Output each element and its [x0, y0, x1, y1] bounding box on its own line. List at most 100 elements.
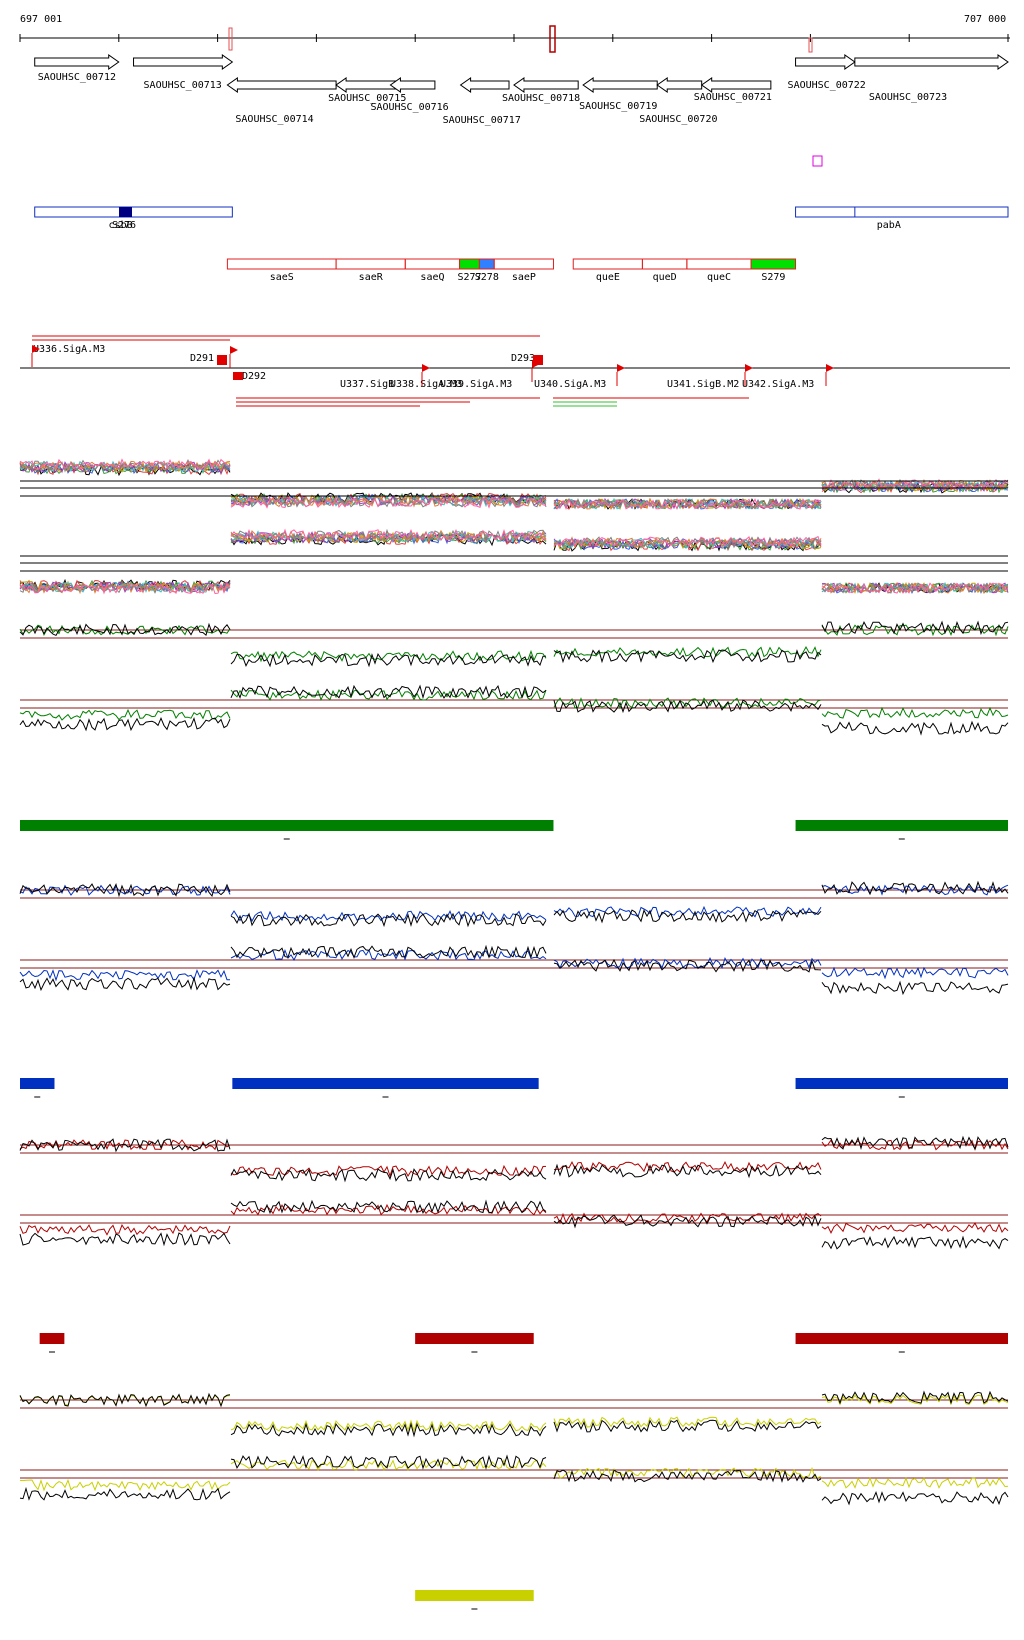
promoter-label: U340.SigA.M3 — [534, 379, 606, 390]
expression-profile — [19, 531, 1009, 594]
promoter-track: U336.SigA.M3 D291 D292 D293 U337.SigBU338.Si… — [20, 335, 1010, 407]
ruler-feature-marker — [228, 27, 233, 51]
gene-label: SAOUHSC_00722 — [788, 80, 866, 91]
operon-label: saeQ — [420, 272, 444, 283]
operon-box-red — [226, 258, 337, 270]
operon-label: saeR — [359, 272, 384, 283]
expression-bar — [415, 1333, 534, 1344]
gene-arrow — [34, 54, 120, 70]
promoter-flag-head — [617, 364, 625, 372]
expression-profile — [19, 459, 1009, 510]
promoter-flag-head — [745, 364, 753, 372]
expression-bar — [795, 820, 1008, 831]
expression-profile — [19, 1454, 1009, 1506]
operon-box-red — [478, 258, 495, 270]
operon-box-red — [493, 258, 554, 270]
operon-feature-mark — [119, 207, 132, 217]
operon-label: saeS — [270, 272, 294, 283]
operon-label: queE — [596, 272, 620, 283]
operon-label: S279 — [761, 272, 785, 283]
expression-bar — [232, 1078, 539, 1089]
gene-label: SAOUHSC_00716 — [370, 102, 448, 113]
expression-profile — [19, 1135, 1009, 1183]
ruler-feature-marker — [549, 25, 556, 53]
promoter-label: U339.SigA.M3 — [440, 379, 512, 390]
expression-profile — [19, 1199, 1009, 1250]
expression-bar — [795, 1333, 1008, 1344]
expression-profile — [19, 1139, 1009, 1178]
ruler-start-label: 697 001 — [20, 14, 62, 25]
gene-label: SAOUHSC_00719 — [579, 101, 657, 112]
gene-arrow — [656, 77, 703, 93]
gene-label: SAOUHSC_00720 — [639, 114, 717, 125]
ruler-feature-marker — [808, 37, 813, 53]
gene-arrow — [513, 77, 579, 93]
operon-box-red — [750, 258, 797, 270]
expression-bar — [20, 1078, 55, 1089]
expression-profile — [19, 461, 1009, 510]
gene-arrow — [582, 77, 658, 93]
promoter-label: U336.SigA.M3 — [33, 344, 105, 355]
expression-bar — [795, 1078, 1008, 1089]
operon-label: pabA — [877, 220, 901, 231]
terminator-mark — [233, 372, 243, 380]
expression-bar — [20, 820, 554, 831]
gene-label: SAOUHSC_00717 — [443, 115, 521, 126]
gene-arrow — [854, 54, 1009, 70]
expression-profile — [19, 460, 1009, 510]
expression-profile — [19, 458, 1009, 511]
gene-label: SAOUHSC_00714 — [235, 114, 313, 125]
gene-arrow — [389, 77, 436, 93]
expression-profile — [19, 884, 1009, 923]
gene-arrow — [795, 54, 856, 70]
terminator-mark — [217, 355, 227, 365]
operon-box-red — [404, 258, 461, 270]
operon-box-red — [459, 258, 480, 270]
operon-box-red — [686, 258, 752, 270]
operon-box-blue — [795, 206, 1009, 218]
terminator-mark — [533, 355, 543, 365]
operon-box-red — [335, 258, 406, 270]
operon-box-red — [572, 258, 643, 270]
promoter-label: D291 — [190, 353, 214, 364]
promoter-label: D292 — [242, 371, 266, 382]
promoter-label: U337.SigB — [340, 379, 394, 390]
small-feature-box — [812, 155, 823, 167]
gene-label: SAOUHSC_00715 — [328, 93, 406, 104]
promoter-label: U342.SigA.M3 — [742, 379, 814, 390]
operon-label: queC — [707, 272, 731, 283]
promoter-label: U338.SigA.M3 — [390, 379, 462, 390]
promoter-label: U341.SigB.M2 — [667, 379, 739, 390]
gene-label: SAOUHSC_00713 — [144, 80, 222, 91]
expression-profile — [19, 1390, 1009, 1438]
promoter-flag-head — [422, 364, 430, 372]
gene-arrow — [226, 77, 337, 93]
gene-label: SAOUHSC_00718 — [502, 93, 580, 104]
expression-profile — [19, 684, 1009, 736]
gene-label: SAOUHSC_00721 — [694, 92, 772, 103]
operon-feature-label: S276 — [112, 220, 136, 231]
expression-bar — [415, 1590, 534, 1601]
gene-arrow — [459, 77, 510, 93]
expression-profile — [19, 623, 1009, 663]
promoter-flag-head — [826, 364, 834, 372]
ruler-end-label: 707 000 — [964, 14, 1006, 25]
promoter-flag-head — [230, 346, 238, 354]
coordinate-ruler: 697 001 707 000 — [19, 14, 1010, 167]
expression-profile — [19, 528, 1009, 595]
expression-profile — [19, 459, 1009, 510]
operon-label: saeP — [512, 272, 536, 283]
expression-profile — [19, 1458, 1009, 1492]
gene-arrow — [133, 54, 234, 70]
expression-profile — [19, 620, 1009, 668]
promoter-flag-head — [532, 360, 540, 368]
operon-label: csbB — [109, 220, 133, 231]
expression-panels — [19, 458, 1009, 1610]
operon-label: S278 — [475, 272, 499, 283]
gene-label: SAOUHSC_00712 — [38, 72, 116, 83]
expression-profile — [19, 1203, 1009, 1236]
expression-bar — [39, 1333, 65, 1344]
expression-profile — [19, 688, 1009, 721]
